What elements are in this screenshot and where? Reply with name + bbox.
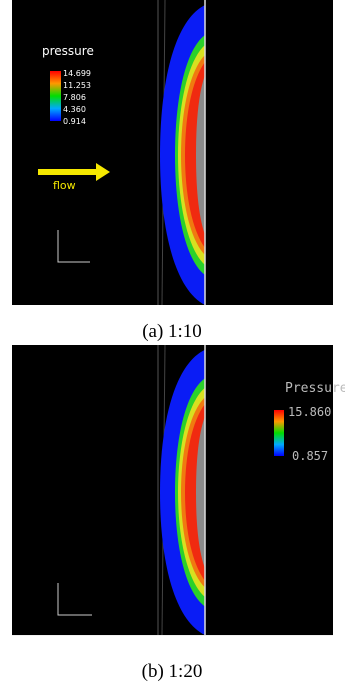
panel-b: Pressure 15.860 0.857 (b) 1:20 <box>12 345 345 682</box>
legend-label: 0.857 <box>292 449 328 463</box>
caption: (b) 1:20 <box>142 661 203 682</box>
caption: (a) 1:10 <box>142 321 202 342</box>
color-bar <box>50 71 61 121</box>
panel-a: pressure 14.699 11.253 7.806 4.360 0.914… <box>12 0 333 342</box>
color-bar <box>274 410 284 456</box>
legend-label: 15.860 <box>288 405 331 419</box>
legend-title: pressure <box>42 44 94 58</box>
page: {"panels": [ {"legend_title": "pressure"… <box>0 0 345 700</box>
legend-label: 0.914 <box>63 117 86 126</box>
legend-label: 4.360 <box>63 105 86 114</box>
legend-label: 14.699 <box>63 69 91 78</box>
flow-label: flow <box>53 179 76 192</box>
legend-label: 7.806 <box>63 93 86 102</box>
legend-title: Pressure <box>285 381 345 396</box>
legend-label: 11.253 <box>63 81 91 90</box>
figure: pressure 14.699 11.253 7.806 4.360 0.914… <box>0 0 345 700</box>
